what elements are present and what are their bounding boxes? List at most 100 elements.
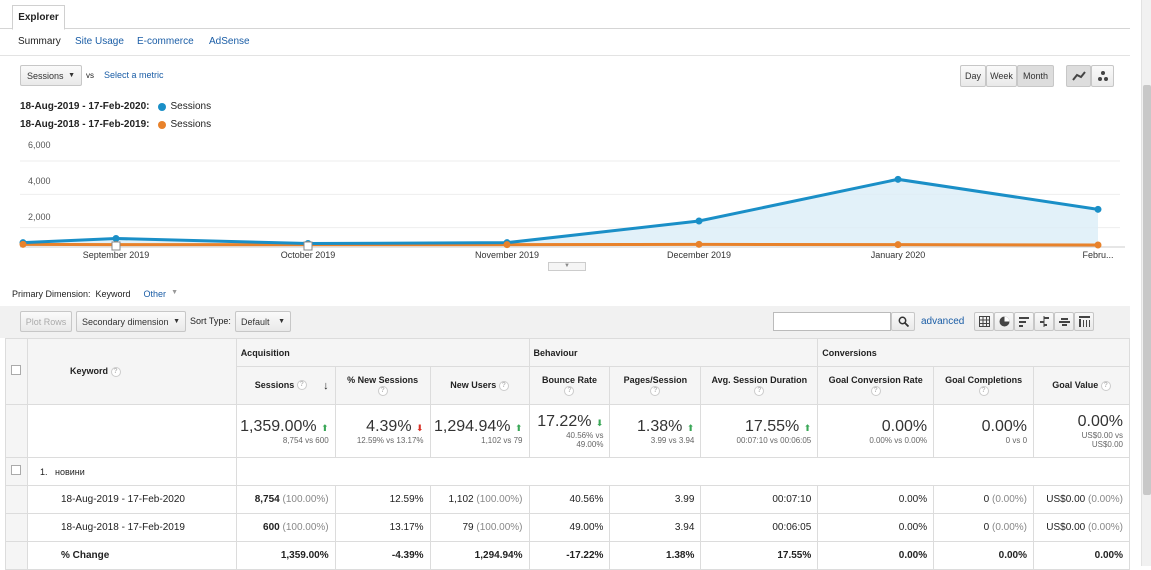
change-gc: 0.00%: [933, 541, 1035, 570]
line-chart-icon[interactable]: [1066, 65, 1091, 87]
pages-session-header[interactable]: Pages/Session?: [609, 366, 702, 405]
cell-gv-pct: (0.00%): [1087, 494, 1123, 505]
motion-chart-icon[interactable]: [1091, 65, 1114, 87]
x-tick-label: January 2020: [870, 250, 926, 260]
cell-bounce: 49.00%: [528, 513, 611, 542]
data-point[interactable]: [695, 240, 703, 248]
metric-dropdown[interactable]: Sessions ▼: [20, 65, 82, 86]
scrollbar-thumb[interactable]: [1143, 85, 1151, 495]
performance-view-icon[interactable]: [1014, 312, 1034, 331]
total-bounce-sub: 40.56% vs 49.00%: [566, 431, 604, 449]
comparison-view-icon[interactable]: [1034, 312, 1054, 331]
goal-completions-header-label: Goal Completions: [945, 375, 1023, 386]
row-keyword[interactable]: новини: [55, 466, 85, 477]
cell-gc: 0: [983, 494, 990, 505]
select-all-cell[interactable]: [5, 338, 28, 405]
week-button[interactable]: Week: [986, 65, 1017, 87]
change-gcr: 0.00%: [817, 541, 935, 570]
row-checkbox[interactable]: [11, 465, 22, 475]
cell-gv: US$0.00: [1046, 522, 1086, 533]
avg-duration-header[interactable]: Avg. Session Duration?: [700, 366, 819, 405]
search-icon[interactable]: [891, 312, 915, 331]
data-point[interactable]: [112, 235, 120, 242]
term-cloud-view-icon[interactable]: [1054, 312, 1074, 331]
arrow-up-icon: ⬆: [686, 422, 695, 433]
cell-new-sessions: 13.17%: [334, 513, 431, 542]
pie-view-icon[interactable]: [994, 312, 1014, 331]
cell-gc-pct: (0.00%): [992, 494, 1028, 505]
subnav-site-usage[interactable]: Site Usage: [75, 36, 124, 47]
new-users-header-label: New Users: [450, 380, 497, 391]
total-sessions: 1,359.00%: [240, 417, 317, 435]
sort-down-icon: ↓: [323, 379, 329, 392]
goal-completions-header[interactable]: Goal Completions?: [933, 366, 1035, 405]
total-pages: 1.38%: [637, 417, 683, 435]
chevron-down-icon: ▼: [173, 318, 180, 325]
month-button[interactable]: Month: [1017, 65, 1054, 87]
new-users-header[interactable]: New Users ?: [429, 366, 530, 405]
total-gcr-sub: 0.00% vs 0.00%: [869, 435, 928, 445]
annotation-icon[interactable]: [303, 241, 313, 251]
data-point[interactable]: [894, 241, 902, 249]
table-row: 18-Aug-2018 - 17-Feb-2019 600 (100.00%) …: [5, 513, 1130, 542]
scrollbar[interactable]: [1141, 0, 1151, 566]
day-button[interactable]: Day: [960, 65, 986, 87]
tab-explorer[interactable]: Explorer: [12, 5, 65, 30]
pages-session-header-label: Pages/Session: [623, 375, 688, 386]
change-new-sessions: -4.39%: [334, 541, 431, 570]
table-row[interactable]: 1. новини: [5, 457, 1131, 486]
goal-value-header[interactable]: Goal Value ?: [1033, 366, 1130, 405]
cell-new-users: 79: [462, 522, 474, 533]
search-input[interactable]: [773, 312, 891, 331]
help-icon: ?: [564, 385, 575, 396]
y-tick-label: 6,000: [28, 140, 51, 150]
change-duration: 17.55%: [700, 541, 819, 570]
total-duration-sub: 00:07:10 vs 00:06:05: [736, 435, 812, 445]
arrow-up-icon: ⬆: [321, 422, 329, 433]
dimension-keyword[interactable]: Keyword: [95, 289, 131, 299]
subnav-ecommerce[interactable]: E-commerce: [137, 36, 194, 47]
data-point[interactable]: [503, 241, 511, 249]
help-icon: ?: [1100, 380, 1111, 391]
cell-sessions: 600: [263, 522, 280, 533]
cell-duration: 00:07:10: [700, 485, 819, 514]
advanced-link[interactable]: advanced: [921, 316, 965, 327]
table-view-icon[interactable]: [974, 312, 994, 331]
sort-type-value: Default: [241, 316, 270, 327]
cell-gv-pct: (0.00%): [1087, 522, 1123, 533]
arrow-up-icon: ⬆: [803, 422, 812, 433]
data-point[interactable]: [695, 217, 703, 225]
data-point[interactable]: [894, 175, 902, 183]
annotation-icon[interactable]: [111, 241, 121, 251]
x-tick-label: Febru...: [1082, 250, 1114, 260]
dimension-other[interactable]: Other: [143, 289, 167, 299]
subnav-adsense[interactable]: AdSense: [209, 36, 250, 47]
total-bounce: 17.22%: [537, 413, 592, 430]
arrow-up-icon: ⬆: [514, 422, 523, 433]
secondary-dimension-dropdown[interactable]: Secondary dimension ▼: [76, 311, 186, 332]
data-point[interactable]: [1094, 241, 1102, 249]
select-all-checkbox[interactable]: [11, 365, 22, 375]
legend-range: 18-Aug-2018 - 17-Feb-2019:: [20, 119, 150, 130]
series-line-1: [22, 242, 1099, 247]
change-label: % Change: [26, 541, 237, 570]
arrow-down-icon: ⬇: [595, 418, 604, 428]
cell-gv: US$0.00: [1046, 494, 1086, 505]
chart-collapse-handle[interactable]: ▼: [548, 262, 586, 271]
bounce-rate-header[interactable]: Bounce Rate?: [528, 366, 611, 405]
total-sessions-sub: 8,754 vs 600: [282, 435, 329, 445]
vs-label: vs: [86, 71, 94, 80]
select-metric-link[interactable]: Select a metric: [104, 70, 164, 80]
total-new-sessions-sub: 12.59% vs 13.17%: [356, 435, 424, 445]
legend-name: Sessions: [170, 119, 212, 130]
data-point[interactable]: [19, 240, 27, 248]
subnav-summary[interactable]: Summary: [18, 36, 61, 47]
plot-rows-button[interactable]: Plot Rows: [20, 311, 72, 332]
sessions-header[interactable]: Sessions ? ↓: [235, 366, 336, 405]
goal-conversion-header[interactable]: Goal Conversion Rate?: [817, 366, 935, 405]
data-point[interactable]: [1094, 205, 1102, 213]
new-sessions-header[interactable]: % New Sessions?: [334, 366, 431, 405]
help-icon: ?: [498, 380, 509, 391]
pivot-view-icon[interactable]: [1074, 312, 1094, 331]
sort-type-dropdown[interactable]: Default ▼: [235, 311, 291, 332]
